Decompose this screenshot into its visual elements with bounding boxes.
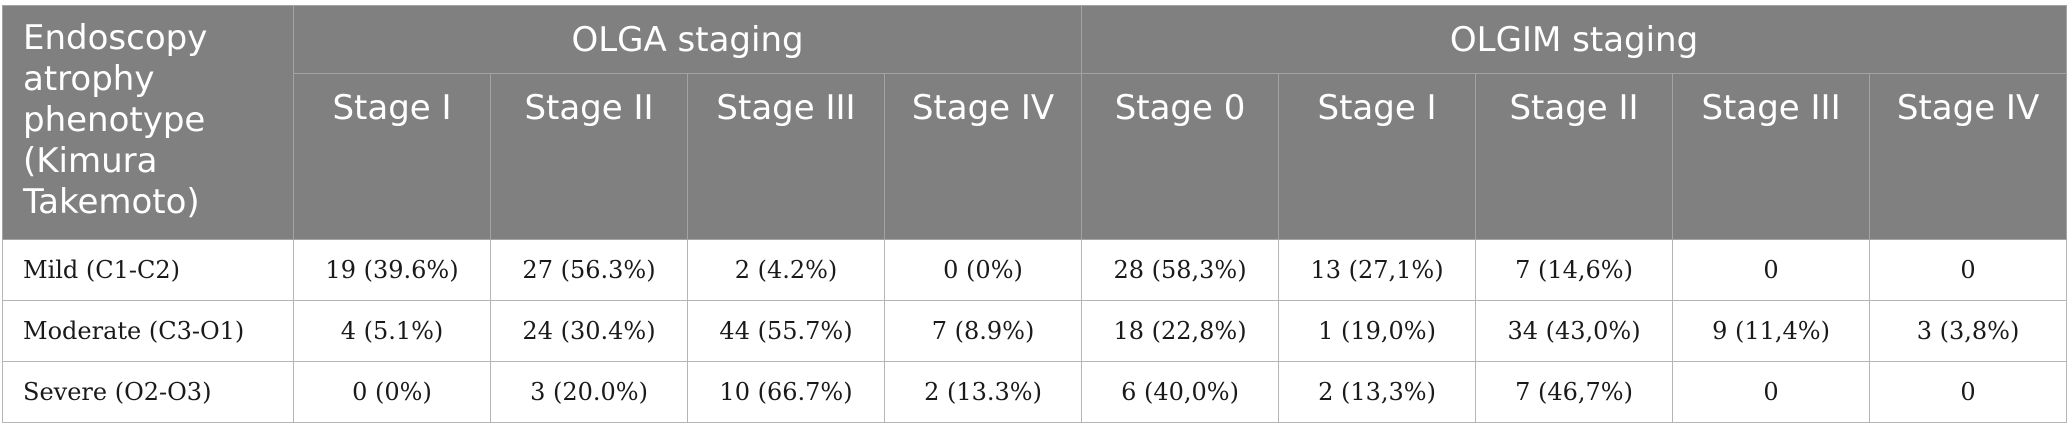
olga-stage-i-header: Stage I <box>293 73 491 240</box>
header-row-groups: Endoscopy atrophy phenotype (Kimura Take… <box>2 5 2068 240</box>
table-cell: 0 (0%) <box>293 361 491 423</box>
olgim-stage-0-header: Stage 0 <box>1081 73 1280 240</box>
table-cell: 3 (20.0%) <box>490 361 688 423</box>
table-cell: 0 <box>1869 239 2068 301</box>
table-cell: 27 (56.3%) <box>490 239 688 301</box>
table-cell: 13 (27,1%) <box>1278 239 1477 301</box>
table-cell: 18 (22,8%) <box>1081 300 1280 362</box>
olga-staging-header: OLGA staging <box>292 5 1083 74</box>
table-cell: 28 (58,3%) <box>1081 239 1280 301</box>
table-cell: 7 (14,6%) <box>1475 239 1674 301</box>
table-cell: 7 (46,7%) <box>1475 361 1674 423</box>
table-row-mild: Mild (C1-C2) 19 (39.6%) 27 (56.3%) 2 (4.… <box>2 239 2068 301</box>
table-cell: 7 (8.9%) <box>883 300 1083 362</box>
table-cell: 0 <box>1672 361 1871 423</box>
table-cell: 9 (11,4%) <box>1672 300 1871 362</box>
table-cell: 0 (0%) <box>883 239 1083 301</box>
table-cell: 2 (13,3%) <box>1278 361 1477 423</box>
table-cell: 2 (13.3%) <box>883 361 1083 423</box>
table-row-severe: Severe (O2-O3) 0 (0%) 3 (20.0%) 10 (66.7… <box>2 361 2068 423</box>
row-label-header: Endoscopy atrophy phenotype (Kimura Take… <box>2 5 294 240</box>
olga-stage-ii-header: Stage II <box>490 73 688 240</box>
table-cell: 2 (4.2%) <box>687 239 885 301</box>
olga-stage-iii-header: Stage III <box>687 73 885 240</box>
table-cell: 10 (66.7%) <box>687 361 885 423</box>
table-cell: 44 (55.7%) <box>687 300 885 362</box>
olgim-stage-iv-header: Stage IV <box>1869 73 2068 240</box>
row-label: Severe (O2-O3) <box>2 361 294 423</box>
olga-stage-iv-header: Stage IV <box>883 73 1083 240</box>
table-cell: 6 (40,0%) <box>1081 361 1280 423</box>
olgim-stage-ii-header: Stage II <box>1475 73 1674 240</box>
table-cell: 0 <box>1672 239 1871 301</box>
table-cell: 34 (43,0%) <box>1475 300 1674 362</box>
table-cell: 19 (39.6%) <box>293 239 491 301</box>
header-row-stages: Stage I Stage II Stage III Stage IV Stag… <box>3 73 2068 240</box>
olgim-staging-header: OLGIM staging <box>1081 5 2068 74</box>
olgim-stage-iii-header: Stage III <box>1672 73 1871 240</box>
row-label: Moderate (C3-O1) <box>2 300 294 362</box>
row-label: Mild (C1-C2) <box>2 239 294 301</box>
staging-table: Endoscopy atrophy phenotype (Kimura Take… <box>2 5 2068 423</box>
table-row-moderate: Moderate (C3-O1) 4 (5.1%) 24 (30.4%) 44 … <box>2 300 2068 362</box>
table-cell: 1 (19,0%) <box>1278 300 1477 362</box>
table-cell: 4 (5.1%) <box>293 300 491 362</box>
table-cell: 24 (30.4%) <box>490 300 688 362</box>
olgim-stage-i-header: Stage I <box>1278 73 1477 240</box>
table-cell: 0 <box>1869 361 2068 423</box>
table-cell: 3 (3,8%) <box>1869 300 2068 362</box>
